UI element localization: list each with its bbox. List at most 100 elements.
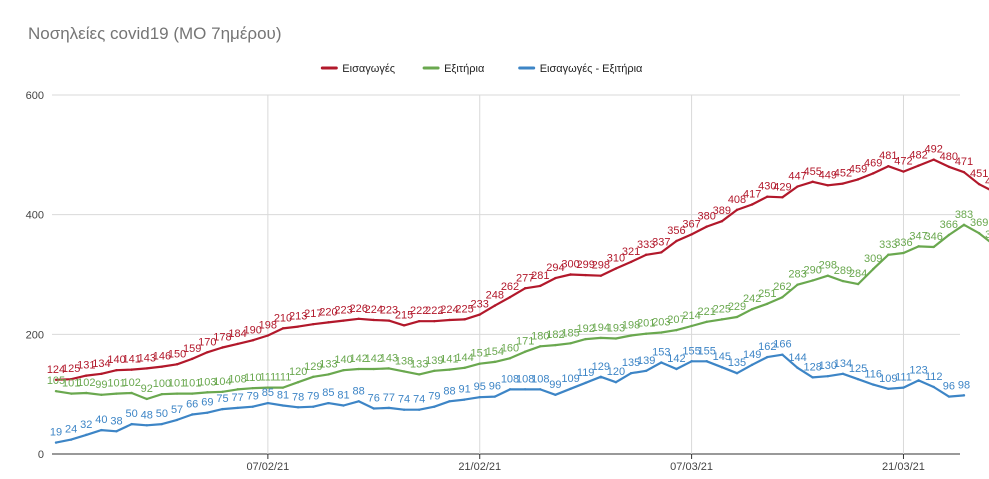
data-label: 129 [592, 361, 610, 373]
data-label: 96 [943, 381, 955, 393]
data-label: 223 [380, 305, 398, 317]
data-point [266, 386, 270, 389]
data-label: 74 [413, 394, 425, 406]
data-point [418, 373, 421, 376]
data-point [645, 332, 648, 335]
data-point [433, 405, 436, 408]
data-point [433, 319, 436, 323]
data-point [932, 245, 935, 249]
data-point [312, 375, 315, 379]
data-label: 145 [713, 351, 731, 363]
data-point [720, 366, 724, 369]
data-label: 178 [213, 331, 231, 343]
legend-entry: Εισαγωγές - Εξιτήρια [540, 63, 643, 75]
data-point [508, 296, 512, 299]
data-label: 469 [864, 157, 882, 169]
data-label: 408 [728, 194, 746, 206]
data-point [478, 395, 481, 399]
data-point [614, 337, 618, 340]
data-point [599, 336, 602, 340]
y-tick-label: 200 [26, 329, 44, 341]
data-point [236, 342, 239, 346]
data-label: 284 [849, 268, 867, 280]
data-label: 207 [667, 314, 685, 326]
series-line [55, 223, 989, 401]
y-tick-label: 400 [26, 210, 44, 222]
data-label: 299 [576, 259, 594, 271]
data-label: 48 [141, 409, 153, 421]
data-label: 151 [471, 348, 489, 360]
data-point [887, 253, 890, 256]
data-point [750, 363, 754, 367]
data-point [357, 367, 360, 371]
data-label: 171 [516, 336, 534, 348]
data-point [281, 327, 285, 330]
data-label: 225 [455, 303, 473, 315]
data-label: 226 [349, 303, 367, 315]
data-point [856, 282, 860, 286]
data-point [962, 223, 966, 227]
data-label: 125 [849, 363, 867, 375]
data-point [160, 422, 164, 426]
data-label: 222 [410, 305, 428, 317]
data-label: 283 [788, 269, 806, 281]
data-point [387, 406, 391, 410]
x-tick-label: 21/03/21 [882, 461, 925, 473]
data-point [296, 325, 300, 328]
data-point [826, 274, 829, 277]
data-point [705, 225, 708, 228]
data-point [750, 203, 754, 206]
data-label: 471 [955, 156, 973, 168]
data-label: 76 [368, 393, 380, 405]
data-point [312, 405, 315, 408]
data-label: 142 [667, 353, 685, 365]
data-label: 101 [62, 378, 80, 390]
data-label: 337 [652, 236, 670, 248]
data-label: 85 [322, 387, 334, 399]
data-point [85, 374, 88, 377]
data-point [902, 170, 905, 173]
data-point [508, 357, 512, 360]
data-label: 309 [864, 253, 882, 265]
data-point [175, 392, 179, 395]
data-label: 116 [864, 369, 882, 381]
data-label: 438 [985, 176, 989, 188]
data-label: 233 [471, 299, 489, 311]
x-tick-label: 07/03/21 [670, 461, 713, 473]
data-point [629, 260, 633, 264]
data-label: 111 [275, 372, 292, 384]
data-point [493, 304, 497, 307]
y-tick-label: 600 [26, 90, 44, 102]
data-point [523, 350, 527, 353]
data-label: 142 [349, 353, 367, 365]
data-point [917, 245, 920, 248]
data-point [781, 296, 784, 299]
data-point [645, 369, 648, 373]
data-point [402, 370, 406, 373]
data-point [584, 273, 587, 277]
data-point [781, 353, 784, 356]
data-point [750, 308, 754, 311]
data-point [448, 318, 451, 322]
data-label: 389 [713, 205, 731, 217]
data-point [357, 400, 360, 403]
data-point [614, 267, 618, 270]
data-point [266, 401, 270, 405]
data-label: 140 [107, 354, 125, 366]
data-point [629, 372, 633, 375]
data-point [312, 322, 315, 326]
data-point [569, 342, 572, 345]
x-tick-label: 21/02/21 [458, 461, 501, 473]
data-point [402, 408, 406, 411]
data-label: 143 [138, 352, 156, 364]
data-label: 198 [259, 320, 277, 332]
data-label: 75 [216, 393, 228, 405]
data-label: 77 [231, 392, 243, 404]
data-label: 369 [970, 217, 988, 229]
data-point [251, 405, 254, 408]
data-label: 366 [940, 219, 958, 231]
data-label: 57 [171, 404, 183, 416]
data-point [902, 251, 905, 255]
data-label: 215 [395, 309, 413, 321]
data-label: 220 [319, 306, 337, 318]
